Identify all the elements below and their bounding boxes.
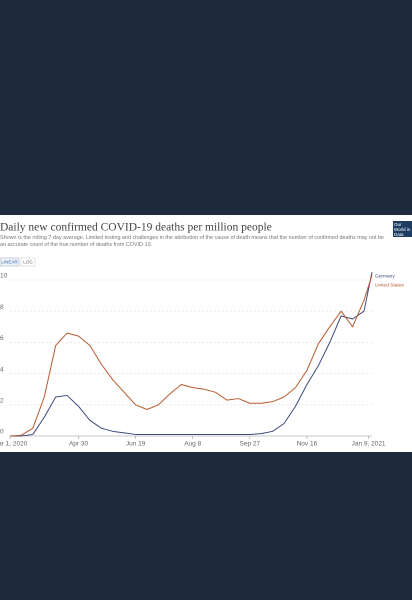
legend-label: Germany bbox=[375, 273, 395, 279]
linear-label[interactable]: LINEAR bbox=[1, 259, 18, 264]
series-line bbox=[9, 275, 373, 437]
x-tick-label: Sep 27 bbox=[240, 441, 261, 448]
logo-wrap: Our World in Data bbox=[394, 222, 411, 236]
subtitle-box: Shown is the rolling 7-day average. Limi… bbox=[0, 235, 384, 248]
x-tick-label: Nov 16 bbox=[297, 441, 318, 448]
x-tick-label: Jun 19 bbox=[126, 441, 146, 448]
series-line bbox=[10, 272, 373, 437]
y-tick-label: 10 bbox=[0, 273, 8, 280]
legend-label: United States bbox=[375, 282, 404, 288]
y-tick-label: 6 bbox=[0, 335, 4, 342]
x-tick-label: Apr 30 bbox=[69, 441, 89, 448]
chart-title: Daily new confirmed COVID-19 deaths per … bbox=[0, 222, 272, 234]
y-tick-label: 2 bbox=[0, 398, 4, 405]
y-tick-label: 0 bbox=[0, 429, 4, 436]
x-tick-label: Mar 1, 2020 bbox=[0, 441, 28, 448]
log-button[interactable] bbox=[20, 257, 36, 267]
log-label[interactable]: LOG bbox=[23, 259, 33, 264]
linear-button[interactable] bbox=[0, 257, 20, 267]
y-tick-label: 4 bbox=[0, 366, 4, 373]
x-tick-label: Aug 8 bbox=[184, 441, 201, 448]
logo-box bbox=[393, 221, 412, 237]
logo: Our World in Data bbox=[394, 222, 411, 236]
chart-subtitle: Shown is the rolling 7-day average. Limi… bbox=[0, 235, 384, 248]
x-tick-label: Jan 9, 2021 bbox=[352, 441, 386, 448]
y-tick-label: 8 bbox=[0, 304, 4, 311]
